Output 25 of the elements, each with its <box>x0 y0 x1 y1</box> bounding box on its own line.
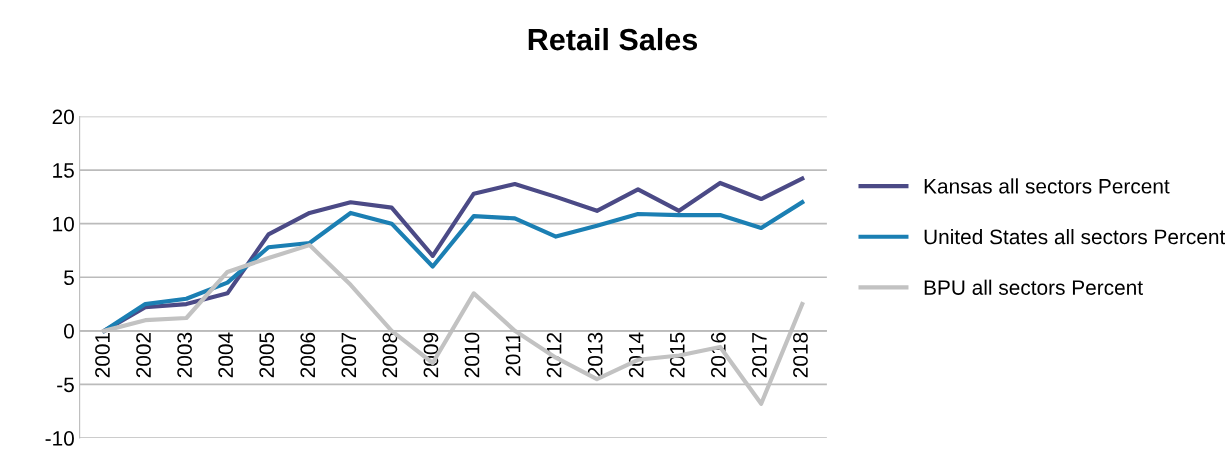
legend-label: BPU all sectors Percent <box>924 279 1143 295</box>
y-tick-label: 15 <box>53 163 74 178</box>
chart-title: Retail Sales <box>528 27 698 51</box>
y-tick-label: -10 <box>45 431 74 446</box>
line-series <box>102 200 805 333</box>
x-tick-label: 2010 <box>464 332 480 378</box>
x-tick-label: 2011 <box>505 332 521 376</box>
x-tick-label: 2001 <box>95 332 110 378</box>
x-tick-label: 2008 <box>382 332 398 378</box>
x-tick-label: 2017 <box>752 332 767 378</box>
x-tick-label: 2018 <box>793 332 808 378</box>
legend-label: United States all sectors Percent <box>924 228 1225 245</box>
y-tick-label: 5 <box>64 270 74 286</box>
x-tick-label: 2003 <box>177 332 192 378</box>
x-tick-label: 2014 <box>628 332 644 378</box>
x-tick-label: 2006 <box>300 332 316 378</box>
x-tick-label: 2007 <box>341 332 357 378</box>
y-tick-label: 20 <box>52 109 74 125</box>
legend-label: Kansas all sectors Percent <box>924 178 1170 194</box>
x-tick-label: 2002 <box>136 332 151 378</box>
y-tick-label: 0 <box>63 323 74 339</box>
x-tick-label: 2005 <box>259 332 275 378</box>
x-tick-label: 2004 <box>218 332 234 378</box>
y-tick-label: -5 <box>57 377 74 393</box>
y-tick-label: 10 <box>53 216 74 232</box>
